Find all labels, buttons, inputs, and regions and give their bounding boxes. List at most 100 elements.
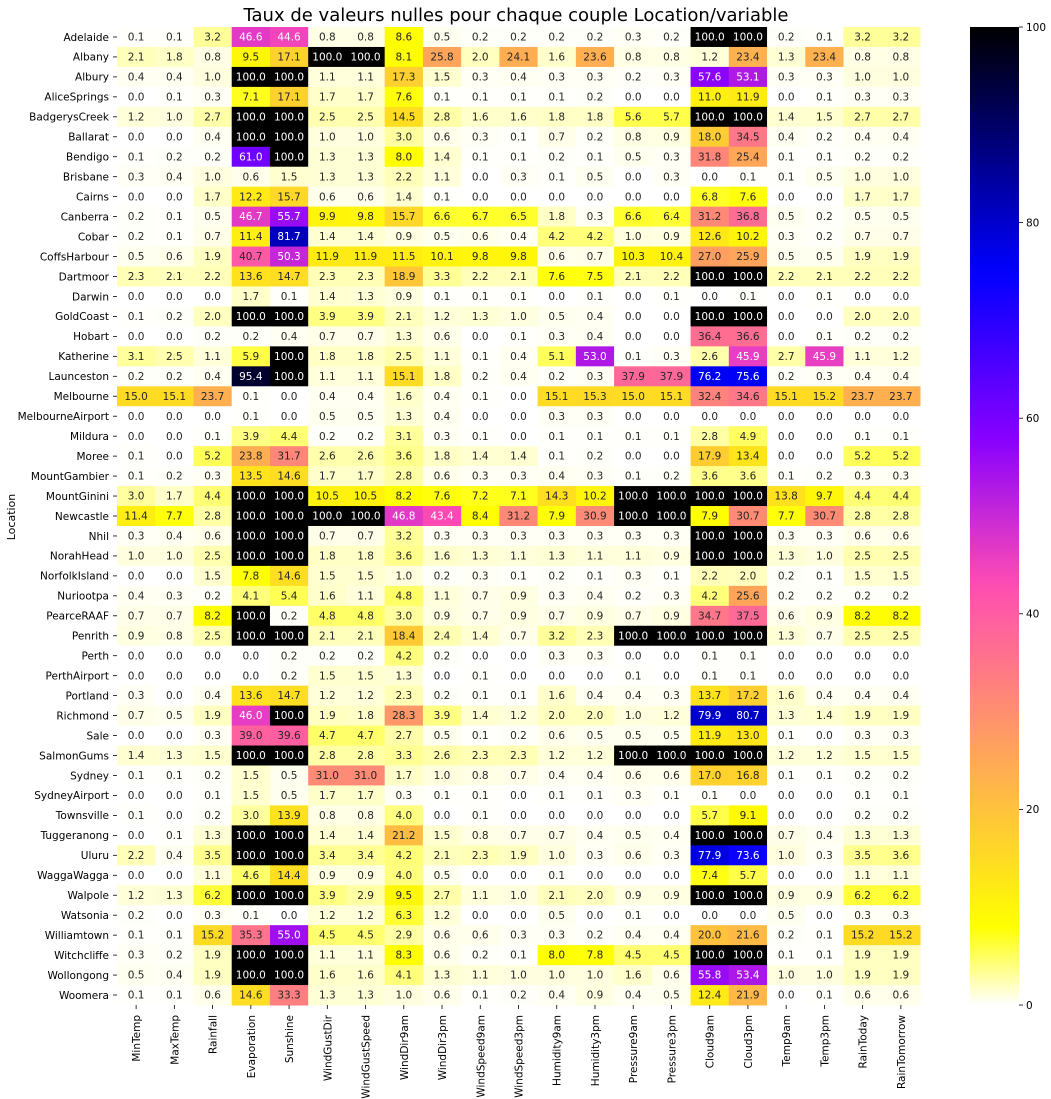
cell-value-label: 0.4	[204, 371, 221, 383]
row-tick-label: Launceston	[49, 371, 110, 383]
heatmap-cell	[269, 306, 309, 327]
heatmap-cell	[805, 246, 845, 268]
cell-value-label: 0.0	[893, 291, 910, 303]
heatmap-cell	[614, 645, 653, 667]
row-tick-label: MelbourneAirport	[18, 411, 109, 423]
heatmap-cell	[117, 386, 156, 407]
heatmap-cell	[537, 965, 577, 986]
cell-value-label: 2.5	[204, 630, 221, 642]
cell-value-label: 1.0	[510, 311, 527, 323]
heatmap-cell	[422, 446, 462, 467]
cell-value-label: 15.0	[622, 391, 645, 403]
cell-value-label: 1.9	[854, 251, 871, 263]
heatmap-cell	[728, 945, 768, 966]
cell-value-label: 0.3	[587, 72, 604, 84]
cell-value-label: 100.0	[733, 750, 763, 762]
cell-value-label: 13.5	[239, 471, 262, 483]
cell-value-label: 0.2	[166, 950, 183, 962]
cell-value-label: 2.6	[357, 451, 374, 463]
cell-value-label: 0.7	[166, 610, 183, 622]
heatmap-cell	[422, 845, 462, 866]
heatmap-cell	[843, 585, 883, 607]
cell-value-label: 0.3	[854, 910, 871, 922]
cell-value-label: 0.4	[548, 471, 565, 483]
heatmap-cell	[346, 665, 386, 687]
heatmap-cell	[308, 246, 347, 268]
cell-value-label: 1.7	[242, 291, 259, 303]
cell-value-label: 2.0	[204, 311, 221, 323]
heatmap-cell	[499, 625, 539, 647]
cell-value-label: 1.2	[128, 890, 145, 902]
heatmap-cell	[652, 266, 692, 287]
heatmap-cell	[346, 326, 386, 347]
heatmap-cell	[117, 406, 156, 427]
cell-value-label: 0.3	[204, 471, 221, 483]
cell-value-label: 0.0	[128, 870, 145, 882]
cell-value-label: 100.0	[236, 531, 266, 543]
heatmap-cell	[422, 106, 462, 128]
cell-value-label: 0.2	[281, 650, 298, 662]
heatmap-cell	[231, 27, 271, 48]
heatmap-cell	[652, 46, 692, 68]
cell-value-label: 0.5	[587, 730, 604, 742]
heatmap-cell	[461, 506, 500, 527]
heatmap-cell	[767, 366, 806, 387]
cell-value-label: 0.4	[587, 770, 604, 782]
cell-value-label: 0.4	[587, 331, 604, 343]
heatmap-cell	[384, 426, 424, 447]
heatmap-cell	[155, 565, 194, 587]
heatmap-cell	[117, 705, 156, 727]
cell-value-label: 36.8	[736, 211, 759, 223]
cell-value-label: 0.4	[204, 131, 221, 143]
cell-value-label: 17.1	[277, 91, 300, 103]
cell-value-label: 1.0	[778, 850, 795, 862]
cell-value-label: 0.1	[472, 91, 489, 103]
cell-value-label: 0.3	[625, 790, 642, 802]
cell-value-label: 0.9	[587, 990, 604, 1002]
cell-value-label: 1.6	[319, 970, 336, 982]
cell-value-label: 1.9	[510, 850, 527, 862]
cell-value-label: 0.0	[663, 91, 680, 103]
cell-value-label: 2.3	[472, 850, 489, 862]
heatmap-cell	[384, 27, 424, 48]
cell-value-label: 1.9	[893, 710, 910, 722]
heatmap-cell	[575, 466, 615, 487]
cell-value-label: 1.3	[778, 551, 795, 563]
heatmap-cell	[155, 685, 194, 707]
heatmap-cell	[614, 625, 653, 647]
heatmap-cell	[384, 186, 424, 208]
heatmap-cell	[384, 805, 424, 826]
cell-value-label: 1.3	[778, 710, 795, 722]
cell-value-label: 40.7	[239, 251, 262, 263]
cell-value-label: 100.0	[274, 511, 304, 523]
heatmap-cell	[652, 366, 692, 387]
heatmap-cell	[728, 585, 768, 607]
heatmap-cell	[690, 286, 730, 307]
heatmap-cell	[117, 366, 156, 387]
cell-value-label: 5.7	[701, 810, 718, 822]
cell-value-label: 0.0	[854, 670, 871, 682]
heatmap-cell	[193, 306, 233, 327]
cell-value-label: 3.1	[128, 351, 145, 363]
cell-value-label: 15.7	[277, 191, 300, 203]
heatmap-cell	[231, 585, 271, 607]
heatmap-cell	[499, 925, 539, 946]
heatmap-cell	[499, 206, 539, 228]
heatmap-cell	[231, 525, 271, 547]
heatmap-cell	[499, 346, 539, 367]
heatmap-cell	[269, 925, 309, 946]
cell-value-label: 0.0	[204, 411, 221, 423]
heatmap-cell	[767, 625, 806, 647]
cell-value-label: 7.9	[548, 511, 565, 523]
cell-value-label: 100.0	[274, 531, 304, 543]
cell-value-label: 1.1	[434, 171, 451, 183]
heatmap-cell	[614, 66, 653, 88]
cell-value-label: 3.0	[395, 131, 412, 143]
cell-value-label: 1.8	[587, 111, 604, 123]
cell-value-label: 5.7	[740, 870, 757, 882]
cell-value-label: 0.3	[663, 351, 680, 363]
heatmap-cell	[881, 366, 921, 387]
cell-value-label: 1.9	[893, 970, 910, 982]
heatmap-cell	[193, 466, 233, 487]
heatmap-cell	[193, 785, 233, 806]
